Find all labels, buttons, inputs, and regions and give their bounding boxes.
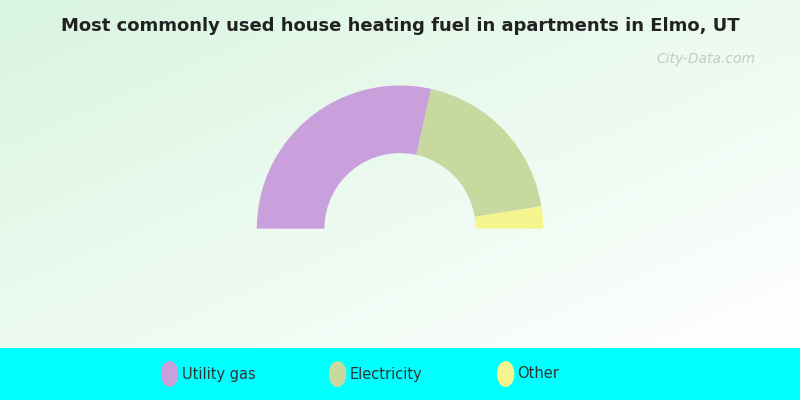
- Text: City-Data.com: City-Data.com: [656, 52, 755, 66]
- Ellipse shape: [497, 361, 514, 387]
- Text: Electricity: Electricity: [350, 366, 422, 382]
- Wedge shape: [257, 86, 431, 229]
- Text: Utility gas: Utility gas: [182, 366, 255, 382]
- Ellipse shape: [329, 361, 346, 387]
- Text: Other: Other: [518, 366, 559, 382]
- Text: Most commonly used house heating fuel in apartments in Elmo, UT: Most commonly used house heating fuel in…: [61, 18, 739, 36]
- Wedge shape: [417, 89, 542, 217]
- Ellipse shape: [161, 361, 178, 387]
- Wedge shape: [474, 206, 543, 229]
